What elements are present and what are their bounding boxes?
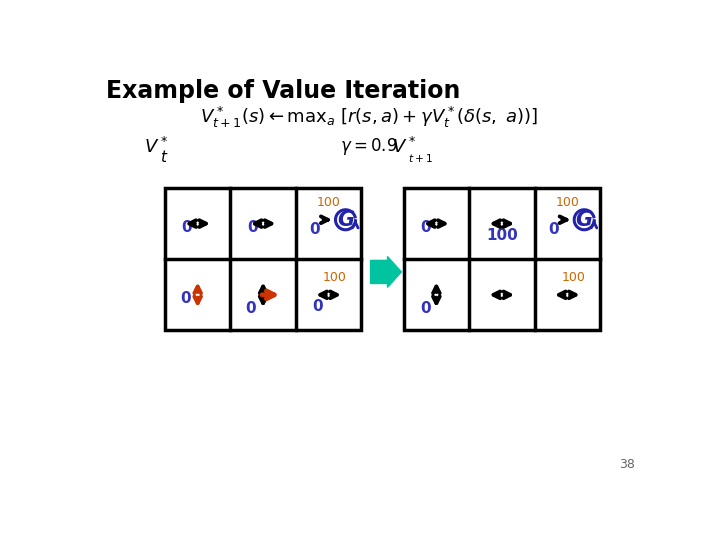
Text: 0: 0 [247,220,258,235]
Text: 100: 100 [486,228,518,242]
Bar [165,188,361,330]
Text: 0: 0 [312,299,323,314]
Text: $_{t+1}$: $_{t+1}$ [408,150,433,165]
Text: 0: 0 [310,222,320,237]
Text: $V^*_{t+1}(s) \leftarrow \mathrm{max}_a\ [r(s,a) + \gamma V^*_t(\delta(s,\ a))]$: $V^*_{t+1}(s) \leftarrow \mathrm{max}_a\… [199,105,539,130]
Bar [404,188,600,330]
Text: 0: 0 [246,301,256,316]
Text: Example of Value Iteration: Example of Value Iteration [106,79,460,103]
Text: 100: 100 [562,272,585,285]
Text: $V^*$: $V^*$ [392,137,416,157]
Text: 0: 0 [180,291,191,306]
Text: $t$: $t$ [160,149,168,165]
Text: 38: 38 [618,458,634,471]
Text: G: G [337,210,354,230]
Text: $V^*$: $V^*$ [144,137,168,157]
Text: 0: 0 [420,220,431,235]
Text: 0: 0 [181,220,192,235]
Text: 100: 100 [323,272,346,285]
Text: 100: 100 [555,195,579,208]
Text: 0: 0 [548,222,559,237]
Text: 100: 100 [317,195,341,208]
Text: 0: 0 [420,301,431,316]
Text: G: G [576,210,593,230]
Text: $\gamma = 0.9$: $\gamma = 0.9$ [341,136,397,157]
FancyArrow shape [371,256,401,287]
